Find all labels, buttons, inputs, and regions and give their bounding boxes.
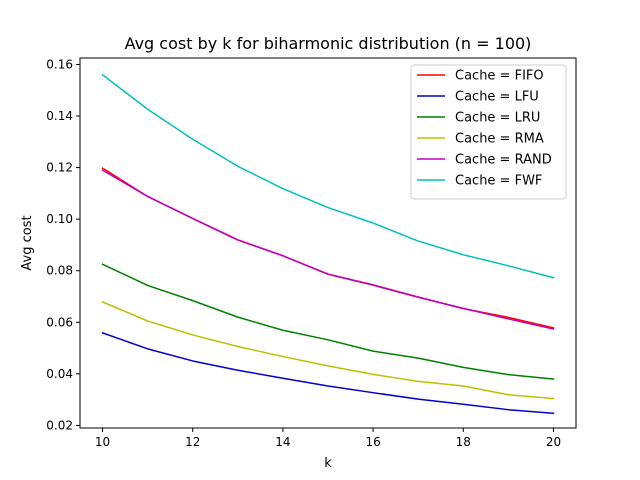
y-tick-label: 0.02 <box>46 418 73 432</box>
legend-label-rma: Cache = RMA <box>455 132 544 147</box>
legend-label-lru: Cache = LRU <box>455 111 540 126</box>
series-line-rma <box>101 300 555 400</box>
y-tick-label: 0.08 <box>46 264 73 278</box>
y-tick-label: 0.06 <box>46 315 73 329</box>
series-line-lfu <box>101 331 555 415</box>
series-line-fwf <box>101 73 555 279</box>
y-tick-label: 0.04 <box>46 367 73 381</box>
series-line-lru <box>101 263 555 380</box>
legend-label-fwf: Cache = FWF <box>455 174 542 189</box>
x-tick-label: 10 <box>95 435 110 449</box>
legend: Cache = FIFO Cache = LFU Cache = LRU Cache … <box>410 64 567 200</box>
x-tick-label: 18 <box>456 435 471 449</box>
legend-box <box>410 64 567 200</box>
y-tick-label: 0.10 <box>46 212 73 226</box>
y-axis: 0.02 0.04 0.06 0.08 0.10 0.12 0.14 0.16 <box>46 57 80 432</box>
x-tick-label: 14 <box>275 435 290 449</box>
x-tick-label: 20 <box>546 435 561 449</box>
series-line-rand <box>101 169 555 330</box>
x-tick-label: 12 <box>185 435 200 449</box>
legend-label-fifo: Cache = FIFO <box>455 69 544 84</box>
y-tick-label: 0.14 <box>46 109 73 123</box>
series-layer <box>101 73 555 415</box>
chart-title: Avg cost by k for biharmonic distributio… <box>125 34 532 53</box>
x-axis: 10 12 14 16 18 20 <box>95 428 561 449</box>
y-tick-label: 0.16 <box>46 57 73 71</box>
plot-area-frame <box>79 57 577 429</box>
legend-label-lfu: Cache = LFU <box>455 90 539 105</box>
x-axis-label: k <box>324 456 332 471</box>
legend-label-rand: Cache = RAND <box>455 153 552 168</box>
y-axis-label: Avg cost <box>20 215 35 270</box>
y-tick-label: 0.12 <box>46 161 73 175</box>
x-tick-label: 16 <box>365 435 380 449</box>
